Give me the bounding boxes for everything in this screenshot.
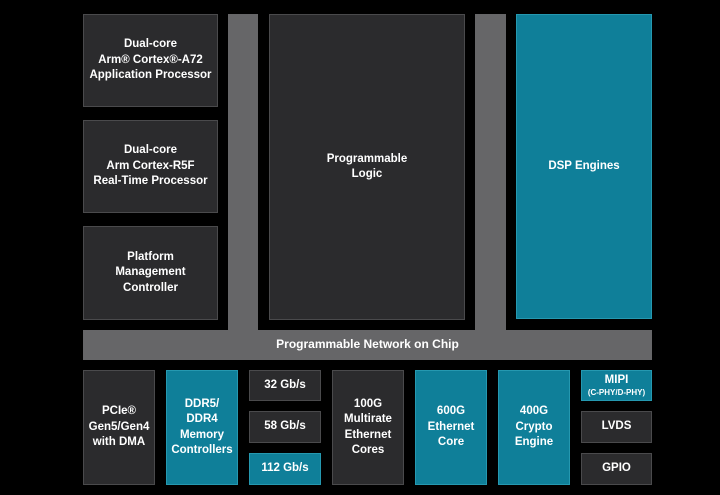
crypto-400g-engine: 400G Crypto Engine: [498, 370, 570, 485]
serdes-112gbps: 112 Gb/s: [249, 453, 321, 485]
dsp-engines: DSP Engines: [516, 14, 652, 319]
interconnect-left-bar: [228, 14, 258, 332]
lvds-block: LVDS: [581, 411, 652, 443]
gpio-block: GPIO: [581, 453, 652, 485]
mipi-subtitle: (C-PHY/D-PHY): [587, 388, 646, 398]
mipi-block: MIPI (C-PHY/D-PHY): [581, 370, 652, 401]
serdes-58gbps: 58 Gb/s: [249, 411, 321, 443]
real-time-processor: Dual-core Arm Cortex-R5F Real-Time Proce…: [83, 120, 218, 213]
pcie-block: PCIe® Gen5/Gen4 with DMA: [83, 370, 155, 485]
programmable-logic: Programmable Logic: [269, 14, 465, 320]
ethernet-600g-core: 600G Ethernet Core: [415, 370, 487, 485]
interconnect-right-bar: [475, 14, 506, 332]
multirate-ethernet-cores: 100G Multirate Ethernet Cores: [332, 370, 404, 485]
serdes-32gbps: 32 Gb/s: [249, 370, 321, 401]
ddr-memory-controllers: DDR5/ DDR4 Memory Controllers: [166, 370, 238, 485]
mipi-title: MIPI: [604, 373, 629, 386]
application-processor: Dual-core Arm® Cortex®-A72 Application P…: [83, 14, 218, 107]
network-on-chip: Programmable Network on Chip: [83, 330, 652, 360]
platform-management-controller: Platform Management Controller: [83, 226, 218, 320]
